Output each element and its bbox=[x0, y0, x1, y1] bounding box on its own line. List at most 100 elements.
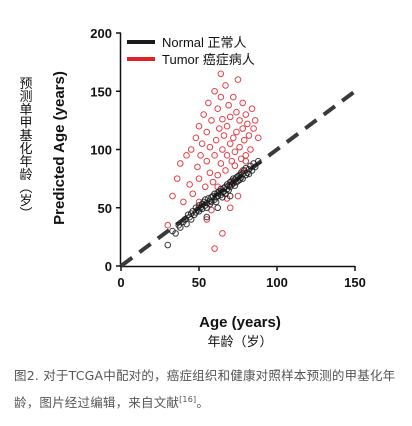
x-tick-label: 100 bbox=[266, 275, 288, 290]
scatter-point bbox=[247, 146, 254, 153]
scatter-point bbox=[212, 198, 220, 206]
x-axis-label-cn: 年龄（岁） bbox=[207, 335, 272, 350]
scatter-point bbox=[200, 111, 207, 118]
y-axis-label-cn: 预测单甲基化年龄（岁） bbox=[17, 77, 33, 220]
scatter-point bbox=[201, 183, 209, 191]
scatter-point bbox=[251, 163, 259, 171]
scatter-point bbox=[217, 70, 225, 78]
scatter-point bbox=[236, 117, 243, 124]
scatter-chart: 预测单甲基化年龄（岁） Predicted Age (years) 0 50 100… bbox=[17, 26, 366, 350]
scatter-point bbox=[222, 167, 229, 174]
scatter-point bbox=[250, 125, 257, 132]
scatter-point bbox=[211, 245, 218, 252]
scatter-point bbox=[230, 93, 237, 101]
scatter-point bbox=[214, 192, 222, 200]
scatter-point bbox=[197, 152, 204, 159]
legend-label: Tumor 癌症病人 bbox=[162, 52, 255, 67]
scatter-point bbox=[245, 132, 253, 139]
scatter-point bbox=[206, 143, 214, 151]
scatter-point bbox=[225, 101, 232, 109]
y-tick-label: 50 bbox=[98, 201, 112, 216]
scatter-point bbox=[214, 171, 222, 179]
caption-reference: [16] bbox=[179, 395, 197, 404]
scatter-point bbox=[222, 82, 229, 89]
figure-caption: 图2. 对于TCGA中配对的，癌症组织和健康对照样本预测的甲基化年龄，图片经过编… bbox=[14, 364, 406, 415]
scatter-point bbox=[245, 166, 253, 173]
scatter-point bbox=[234, 192, 242, 200]
scatter-point bbox=[194, 163, 201, 171]
scatter-point bbox=[239, 99, 246, 107]
scatter-point bbox=[176, 224, 184, 231]
scatter-point bbox=[223, 152, 231, 159]
scatter-point bbox=[169, 192, 176, 200]
scatter-point bbox=[251, 117, 259, 124]
scatter-point bbox=[176, 160, 184, 167]
scatter-point bbox=[215, 125, 223, 132]
scatter-point bbox=[214, 105, 222, 113]
scatter-point bbox=[225, 186, 232, 194]
scatter-point bbox=[244, 120, 251, 128]
scatter-point bbox=[226, 140, 234, 147]
scatter-point bbox=[214, 204, 222, 212]
scatter-point bbox=[240, 136, 248, 144]
scatter-point bbox=[228, 157, 236, 165]
axes: 0 50 100 150 0 50 100 150 200 bbox=[90, 26, 366, 290]
scatter-point bbox=[201, 196, 209, 203]
scatter-point bbox=[219, 230, 226, 237]
scatter-point bbox=[248, 105, 256, 113]
scatter-point bbox=[206, 169, 214, 177]
scatter-point bbox=[219, 146, 226, 153]
scatter-point bbox=[226, 204, 234, 212]
scatter-point bbox=[231, 148, 239, 156]
y-tick-label: 200 bbox=[90, 26, 112, 41]
y-axis-label: Predicted Age (years) bbox=[51, 71, 68, 225]
scatter-point bbox=[189, 190, 197, 198]
x-axis-label: Age (years) bbox=[199, 314, 281, 331]
scatter-point bbox=[217, 93, 225, 101]
scatter-point bbox=[219, 189, 226, 196]
legend: Normal 正常人 Tumor 癌症病人 bbox=[127, 35, 255, 67]
scatter-point bbox=[183, 152, 190, 159]
scatter-point bbox=[242, 157, 250, 165]
scatter-point bbox=[212, 136, 220, 144]
scatter-point bbox=[223, 122, 231, 130]
scatter-point bbox=[172, 230, 179, 237]
scatter-point bbox=[226, 192, 234, 200]
scatter-point bbox=[231, 162, 239, 170]
series-normal bbox=[164, 157, 262, 249]
legend-label: Normal 正常人 bbox=[162, 35, 247, 50]
scatter-point bbox=[173, 175, 181, 182]
y-tick-label: 150 bbox=[90, 84, 112, 99]
scatter-point bbox=[254, 134, 262, 142]
scatter-point bbox=[211, 152, 218, 159]
scatter-point bbox=[220, 132, 228, 139]
scatter-point bbox=[211, 87, 218, 95]
scatter-point bbox=[164, 221, 172, 229]
scatter-point bbox=[239, 125, 246, 132]
scatter-point bbox=[233, 128, 240, 136]
scatter-point bbox=[180, 198, 187, 206]
x-tick-label: 150 bbox=[344, 275, 366, 290]
scatter-point bbox=[254, 157, 262, 165]
scatter-point bbox=[203, 216, 211, 223]
y-tick-label: 100 bbox=[90, 143, 112, 158]
scatter-point bbox=[236, 143, 243, 151]
scatter-point bbox=[233, 108, 240, 116]
scatter-point bbox=[239, 170, 246, 178]
scatter-point bbox=[203, 213, 211, 221]
scatter-point bbox=[242, 111, 250, 118]
scatter-point bbox=[195, 175, 203, 182]
scatter-point bbox=[219, 115, 226, 123]
scatter-point bbox=[206, 197, 214, 205]
x-tick-label: 50 bbox=[192, 275, 206, 290]
y-tick-label: 0 bbox=[105, 259, 112, 274]
scatter-point bbox=[231, 182, 239, 189]
scatter-point bbox=[187, 146, 195, 153]
scatter-point bbox=[192, 134, 200, 142]
scatter-point bbox=[203, 157, 211, 165]
scatter-point bbox=[203, 128, 211, 136]
scatter-point bbox=[208, 117, 215, 124]
data-points bbox=[164, 70, 262, 252]
scatter-point bbox=[164, 241, 172, 249]
scatter-point bbox=[187, 216, 195, 223]
